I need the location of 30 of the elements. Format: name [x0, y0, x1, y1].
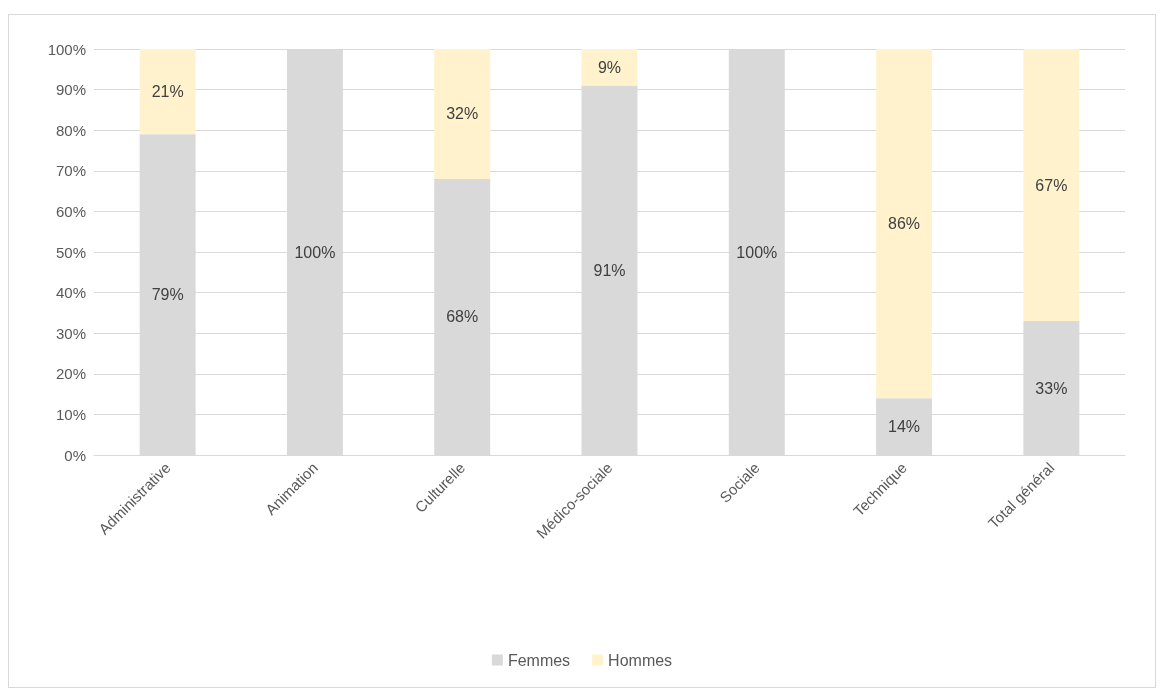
- y-tick-label: 0%: [64, 446, 86, 464]
- bar: [139, 49, 196, 135]
- data-label: 86%: [888, 215, 921, 233]
- y-tick-label: 90%: [55, 81, 86, 99]
- data-label: 21%: [151, 83, 184, 101]
- y-tick-label: 80%: [55, 121, 86, 139]
- y-tick-label: 100%: [47, 40, 86, 58]
- data-label: 91%: [593, 261, 626, 279]
- data-label: 100%: [736, 243, 778, 261]
- y-tick-label: 60%: [55, 202, 86, 220]
- y-tick-label: 30%: [55, 324, 86, 342]
- data-label: 33%: [1035, 379, 1068, 397]
- y-tick-label: 70%: [55, 162, 86, 180]
- y-tick-label: 20%: [55, 365, 86, 383]
- data-label: 14%: [888, 418, 921, 436]
- data-label: 79%: [151, 286, 184, 304]
- legend-label: Femmes: [507, 651, 571, 669]
- data-label: 67%: [1035, 176, 1068, 194]
- bar: [434, 49, 491, 179]
- bar: [876, 49, 933, 399]
- data-label: 100%: [294, 243, 336, 261]
- data-label: 9%: [597, 58, 622, 76]
- data-label: 32%: [446, 105, 479, 123]
- y-tick-label: 10%: [55, 405, 86, 423]
- legend-label: Hommes: [608, 651, 673, 669]
- bar: [581, 49, 638, 86]
- y-tick-label: 50%: [55, 243, 86, 261]
- y-tick-label: 40%: [55, 284, 86, 302]
- bar: [1023, 49, 1080, 322]
- data-label: 68%: [446, 308, 479, 326]
